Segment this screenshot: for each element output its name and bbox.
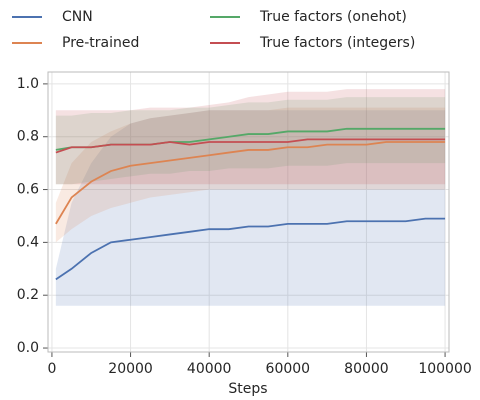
x-tick-label: 40000 bbox=[187, 361, 232, 377]
line bbox=[55, 217, 446, 281]
y-tick-label: 1.0 bbox=[17, 76, 39, 92]
legend-label: True factors (onehot) bbox=[259, 9, 407, 25]
x-tick-label: 100000 bbox=[418, 361, 471, 377]
band bbox=[55, 110, 446, 306]
y-tick-label: 0.8 bbox=[17, 129, 39, 145]
x-axis-label: Steps bbox=[228, 381, 267, 397]
legend-label: True factors (integers) bbox=[259, 35, 415, 51]
plot-frame bbox=[47, 71, 450, 353]
legend-item: Pre-trained bbox=[12, 35, 139, 51]
y-tick-label: 0.2 bbox=[17, 287, 39, 303]
legend-item: True factors (onehot) bbox=[210, 9, 407, 25]
x-tick-label: 60000 bbox=[266, 361, 311, 377]
y-tick-label: 0.0 bbox=[17, 340, 39, 356]
line bbox=[55, 138, 446, 154]
x-tick-label: 0 bbox=[47, 361, 56, 377]
legend-label: Pre-trained bbox=[62, 35, 139, 51]
legend-item: CNN bbox=[12, 9, 93, 25]
y-tick-label: 0.6 bbox=[17, 182, 39, 198]
x-tick-label: 20000 bbox=[108, 361, 153, 377]
y-tick-label: 0.4 bbox=[17, 234, 39, 250]
legend-label: CNN bbox=[62, 9, 93, 25]
band bbox=[55, 89, 446, 185]
legend-item: True factors (integers) bbox=[210, 35, 415, 51]
x-tick-label: 80000 bbox=[344, 361, 389, 377]
band bbox=[55, 107, 446, 243]
line bbox=[55, 141, 446, 225]
